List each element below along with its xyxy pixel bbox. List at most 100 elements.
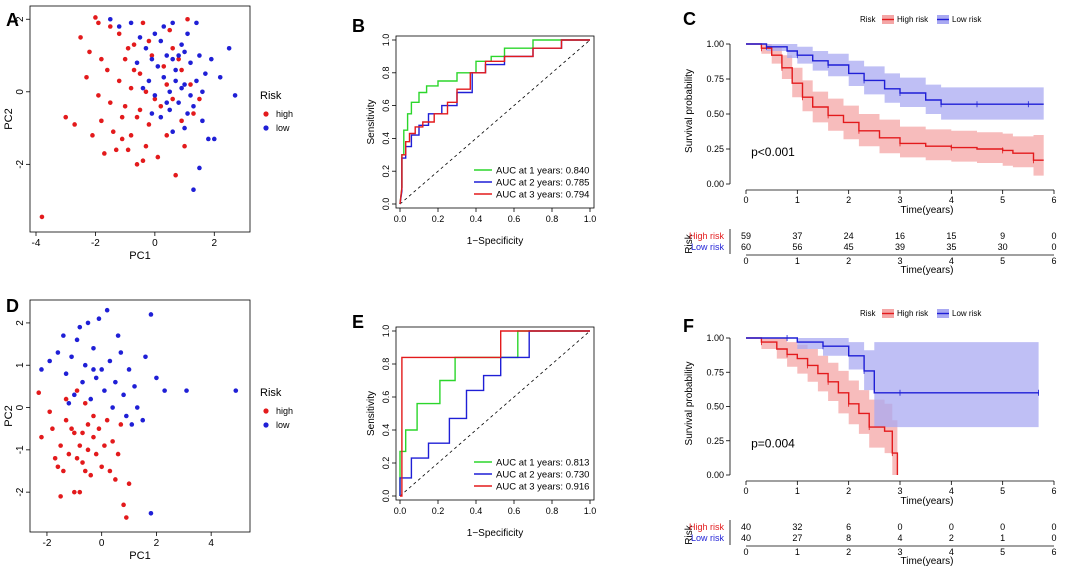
data-point-low bbox=[209, 56, 214, 62]
panel-letter-B: B bbox=[352, 16, 365, 36]
data-point-low bbox=[154, 375, 159, 381]
x-tick-label: 0 bbox=[99, 538, 105, 549]
data-point-low bbox=[161, 24, 167, 29]
y-tick-label: 0.00 bbox=[706, 470, 724, 480]
risk-count: 0 bbox=[1051, 533, 1056, 543]
legend-label-high: High risk bbox=[897, 15, 929, 24]
risk-table-x-tick: 3 bbox=[897, 256, 902, 266]
plot-border bbox=[395, 35, 595, 209]
data-point-low bbox=[194, 20, 199, 26]
data-point-low bbox=[217, 74, 223, 80]
data-point-high bbox=[188, 82, 193, 87]
data-point-high bbox=[137, 107, 143, 113]
data-point-low bbox=[170, 129, 175, 134]
data-point-high bbox=[176, 56, 181, 62]
data-point-high bbox=[99, 118, 104, 124]
data-point-low bbox=[93, 375, 99, 381]
data-point-high bbox=[84, 74, 89, 80]
data-point-high bbox=[80, 460, 85, 465]
data-point-low bbox=[128, 20, 134, 26]
data-point-high bbox=[85, 422, 91, 427]
x-tick-label: 6 bbox=[1051, 486, 1056, 496]
data-point-low bbox=[77, 324, 83, 330]
plot-border bbox=[29, 299, 251, 533]
data-point-low bbox=[85, 320, 91, 326]
data-point-high bbox=[47, 409, 52, 415]
data-point-low bbox=[121, 392, 126, 398]
data-point-high bbox=[118, 422, 124, 427]
data-point-low bbox=[99, 367, 104, 372]
y-tick-label: 0.2 bbox=[381, 165, 391, 178]
x-tick-label: 1 bbox=[795, 195, 800, 205]
data-point-low bbox=[197, 53, 202, 58]
x-tick-label: 4 bbox=[208, 538, 214, 549]
data-point-high bbox=[131, 42, 137, 47]
data-point-low bbox=[47, 358, 52, 364]
legend-label-3: AUC at 3 years: 0.794 bbox=[496, 190, 589, 201]
data-point-low bbox=[80, 379, 85, 385]
data-point-low bbox=[143, 354, 148, 360]
data-point-high bbox=[124, 515, 129, 520]
data-point-low bbox=[107, 16, 113, 22]
roc-curve-3 bbox=[400, 330, 590, 497]
risk-count: 24 bbox=[844, 231, 854, 241]
data-point-high bbox=[134, 114, 140, 120]
risk-count: 0 bbox=[897, 522, 902, 532]
x-tick-label: 3 bbox=[897, 486, 902, 496]
risk-count: 15 bbox=[946, 231, 956, 241]
y-tick-label: -2 bbox=[15, 159, 26, 168]
risk-count: 1 bbox=[1000, 533, 1005, 543]
data-point-high bbox=[113, 477, 118, 482]
risk-count: 45 bbox=[844, 242, 854, 252]
data-point-low bbox=[182, 82, 187, 87]
data-point-low bbox=[206, 136, 211, 142]
risk-count: 0 bbox=[949, 522, 954, 532]
risk-count: 0 bbox=[1051, 242, 1056, 252]
data-point-low bbox=[173, 67, 178, 73]
risk-count: 40 bbox=[741, 533, 751, 543]
data-point-high bbox=[102, 151, 107, 156]
risk-table-title: Risk bbox=[684, 524, 695, 544]
data-point-high bbox=[99, 56, 104, 62]
data-point-low bbox=[148, 511, 154, 516]
data-point-high bbox=[77, 489, 83, 495]
legend-label-low: Low risk bbox=[952, 15, 982, 24]
x-tick-label: 0.6 bbox=[508, 214, 521, 224]
data-point-high bbox=[39, 214, 45, 220]
legend-label-low: low bbox=[276, 123, 290, 133]
legend-label-1: AUC at 1 years: 0.840 bbox=[496, 166, 589, 177]
data-point-high bbox=[182, 143, 187, 149]
y-axis-label: PC2 bbox=[3, 405, 15, 426]
y-tick-label: 0.8 bbox=[381, 67, 391, 80]
x-tick-label: 0.8 bbox=[546, 506, 559, 516]
x-axis-label: 1−Specificity bbox=[467, 528, 523, 539]
risk-table-x-tick: 6 bbox=[1051, 256, 1056, 266]
data-point-low bbox=[179, 85, 184, 91]
data-point-low bbox=[61, 333, 66, 338]
data-point-low bbox=[132, 384, 137, 389]
data-point-low bbox=[115, 333, 121, 338]
plot-border bbox=[395, 326, 595, 501]
data-point-high bbox=[158, 104, 164, 109]
y-tick-label: 0.6 bbox=[381, 391, 391, 404]
data-point-low bbox=[176, 53, 181, 58]
panel-letter-C: C bbox=[683, 9, 696, 29]
data-point-high bbox=[167, 27, 173, 33]
data-point-high bbox=[125, 45, 131, 51]
y-tick-label: 0.8 bbox=[381, 358, 391, 371]
x-axis-label: Time(years) bbox=[901, 205, 954, 216]
y-tick-label: -1 bbox=[15, 445, 26, 454]
data-point-low bbox=[179, 42, 184, 47]
data-point-low bbox=[149, 111, 155, 116]
data-point-high bbox=[119, 114, 125, 120]
data-point-high bbox=[126, 481, 132, 486]
data-point-high bbox=[63, 417, 69, 423]
data-point-low bbox=[126, 367, 132, 372]
x-tick-label: 0.0 bbox=[394, 214, 407, 224]
risk-count: 0 bbox=[1051, 231, 1056, 241]
y-tick-label: 0.4 bbox=[381, 132, 391, 145]
legend-label-low: Low risk bbox=[952, 309, 982, 318]
data-point-high bbox=[119, 136, 125, 142]
p-value-annotation: p<0.001 bbox=[751, 145, 795, 159]
data-point-low bbox=[104, 307, 110, 313]
